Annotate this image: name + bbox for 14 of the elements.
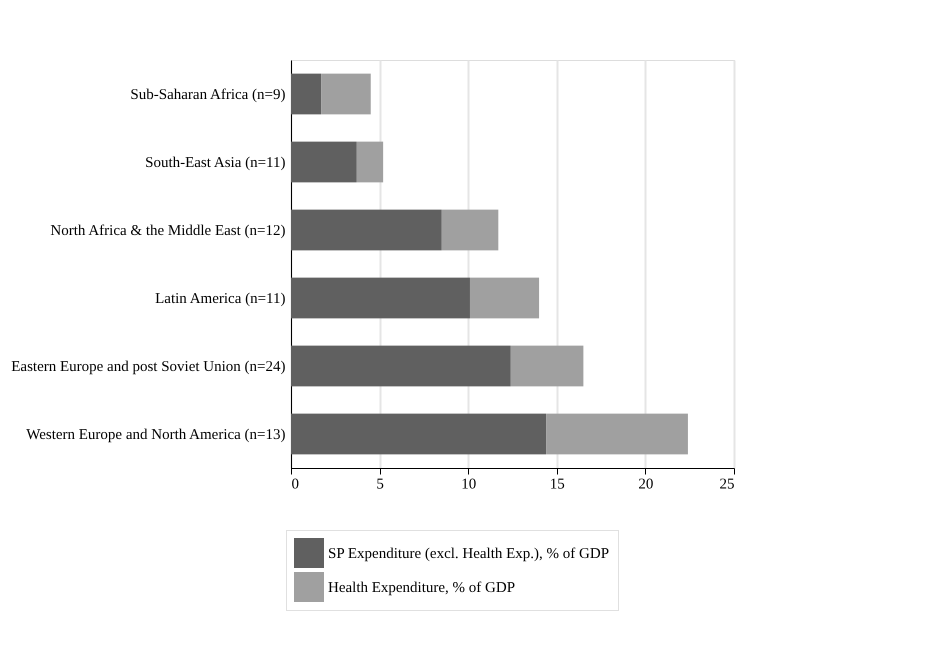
x-tick-label: 20 (638, 476, 654, 492)
legend-label: SP Expenditure (excl. Health Exp.), % of GDP (328, 546, 610, 562)
y-tick-label: Eastern Europe and post Soviet Union (n=24) (11, 359, 286, 375)
y-tick-label: Western Europe and North America (n=13) (26, 427, 286, 443)
x-tick-label: 5 (376, 476, 384, 492)
legend-label: Health Expenditure, % of GDP (328, 580, 516, 596)
x-tick-label: 15 (550, 476, 565, 492)
y-tick-label: Latin America (n=11) (155, 291, 286, 307)
x-tick-label: 25 (720, 476, 734, 492)
y-tick-label: North Africa & the Middle East (n=12) (50, 223, 286, 239)
y-tick-label: South-East Asia (n=11) (145, 155, 286, 171)
y-tick-label: Sub-Saharan Africa (n=9) (130, 87, 286, 103)
x-tick-label: 0 (292, 476, 299, 492)
x-tick-label: 10 (461, 476, 476, 492)
